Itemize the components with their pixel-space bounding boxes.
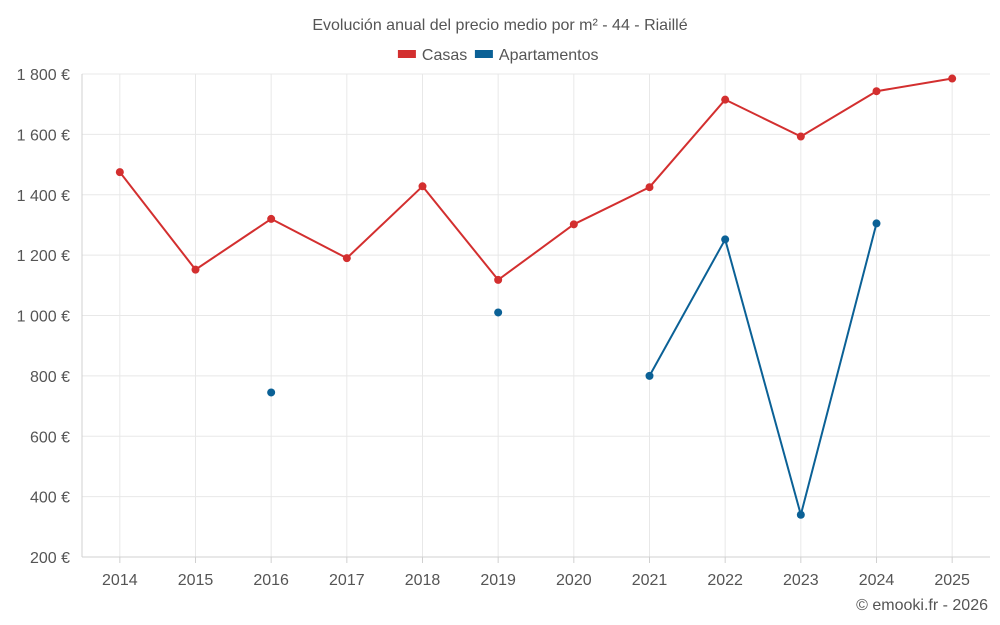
x-tick-label: 2017 [329,572,365,589]
data-point[interactable] [948,74,957,83]
y-tick-label: 1 200 € [17,248,70,265]
legend[interactable]: Casas Apartamentos [397,47,599,64]
data-point[interactable] [645,371,654,380]
y-tick-label: 1 800 € [17,67,70,84]
y-tick-label: 1 600 € [17,127,70,144]
grid [82,73,990,558]
y-tick-label: 1 000 € [17,309,70,326]
series-casas [115,74,957,284]
data-point[interactable] [645,183,654,192]
x-tick-label: 2019 [480,572,516,589]
legend-item-casas[interactable]: Casas [397,47,467,64]
x-tick-label: 2018 [405,572,441,589]
data-point[interactable] [494,308,503,317]
series-apartamentos [267,219,881,519]
x-tick-label: 2022 [707,572,743,589]
y-tick-label: 400 € [30,490,70,507]
x-tick-label: 2023 [783,572,819,589]
data-point[interactable] [267,214,276,223]
data-point[interactable] [342,254,351,263]
x-axis: 2014 2015 2016 2017 2018 2019 2020 2021 2022 2023… [81,74,990,589]
y-tick-label: 600 € [30,429,70,446]
credit-text: © emooki.fr - 2026 [856,597,988,614]
series-layer [115,74,957,519]
legend-swatch [474,50,493,58]
data-point[interactable] [418,182,427,191]
legend-item-apartamentos[interactable]: Apartamentos [474,47,599,64]
x-tick-label: 2025 [934,572,970,589]
y-axis: 200 € 400 € 600 € 800 € 1 000 € 1 200 € 1 400 … [17,67,70,567]
legend-label: Casas [422,47,467,64]
y-tick-label: 200 € [30,550,70,567]
data-point[interactable] [721,95,730,104]
data-point[interactable] [796,132,805,141]
data-point[interactable] [494,275,503,284]
data-point[interactable] [191,265,200,274]
series-line [648,223,878,516]
data-point[interactable] [721,235,730,244]
legend-swatch [397,50,416,58]
y-tick-label: 1 400 € [17,188,70,205]
data-point[interactable] [872,87,881,96]
x-tick-label: 2021 [632,572,668,589]
data-point[interactable] [115,168,124,177]
x-tick-label: 2020 [556,572,592,589]
x-tick-label: 2014 [102,572,138,589]
x-tick-label: 2024 [859,572,895,589]
series-line [119,77,953,281]
data-point[interactable] [872,219,881,228]
x-tick-label: 2016 [253,572,289,589]
data-point[interactable] [267,388,276,397]
x-tick-label: 2015 [178,572,214,589]
data-point[interactable] [569,220,578,229]
data-point[interactable] [796,510,805,519]
legend-label: Apartamentos [499,47,599,64]
chart-title: Evolución anual del precio medio por m² … [312,17,687,34]
y-tick-label: 800 € [30,369,70,386]
